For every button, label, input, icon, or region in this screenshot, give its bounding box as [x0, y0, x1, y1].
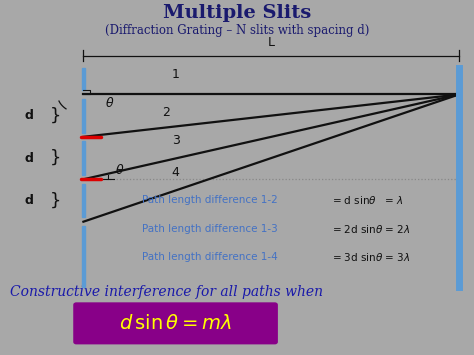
Bar [82, 184, 85, 218]
Text: Path length difference 1-4: Path length difference 1-4 [143, 252, 278, 262]
Bar [82, 99, 85, 132]
FancyBboxPatch shape [74, 303, 277, 344]
Text: 1: 1 [172, 69, 180, 81]
Bar [82, 68, 85, 90]
Text: Path length difference 1-3: Path length difference 1-3 [143, 224, 278, 234]
Text: Constructive interference for all paths when: Constructive interference for all paths … [10, 285, 323, 299]
Text: d: d [25, 109, 34, 122]
Text: L: L [268, 36, 275, 49]
Text: = 2d sin$\theta$ = 2$\lambda$: = 2d sin$\theta$ = 2$\lambda$ [331, 223, 410, 235]
Text: d: d [25, 194, 34, 207]
Text: (Diffraction Grating – N slits with spacing d): (Diffraction Grating – N slits with spac… [105, 24, 369, 37]
Text: 4: 4 [172, 166, 180, 179]
Text: $d\,\sin\theta = m\lambda$: $d\,\sin\theta = m\lambda$ [119, 314, 232, 333]
Text: 3: 3 [172, 134, 180, 147]
Text: $\theta$: $\theta$ [115, 163, 125, 178]
Text: }: } [49, 149, 61, 167]
Text: }: } [49, 106, 61, 125]
Text: = d sin$\theta$   = $\lambda$: = d sin$\theta$ = $\lambda$ [331, 195, 403, 207]
Bar [82, 226, 85, 287]
Bar [82, 141, 85, 175]
Text: Multiple Slits: Multiple Slits [163, 4, 311, 22]
Text: 2: 2 [162, 105, 170, 119]
Text: = 3d sin$\theta$ = 3$\lambda$: = 3d sin$\theta$ = 3$\lambda$ [331, 251, 410, 263]
Text: }: } [49, 191, 61, 209]
Text: d: d [25, 152, 34, 165]
Text: $\theta$: $\theta$ [105, 96, 114, 110]
Text: Path length difference 1-2: Path length difference 1-2 [143, 196, 278, 206]
